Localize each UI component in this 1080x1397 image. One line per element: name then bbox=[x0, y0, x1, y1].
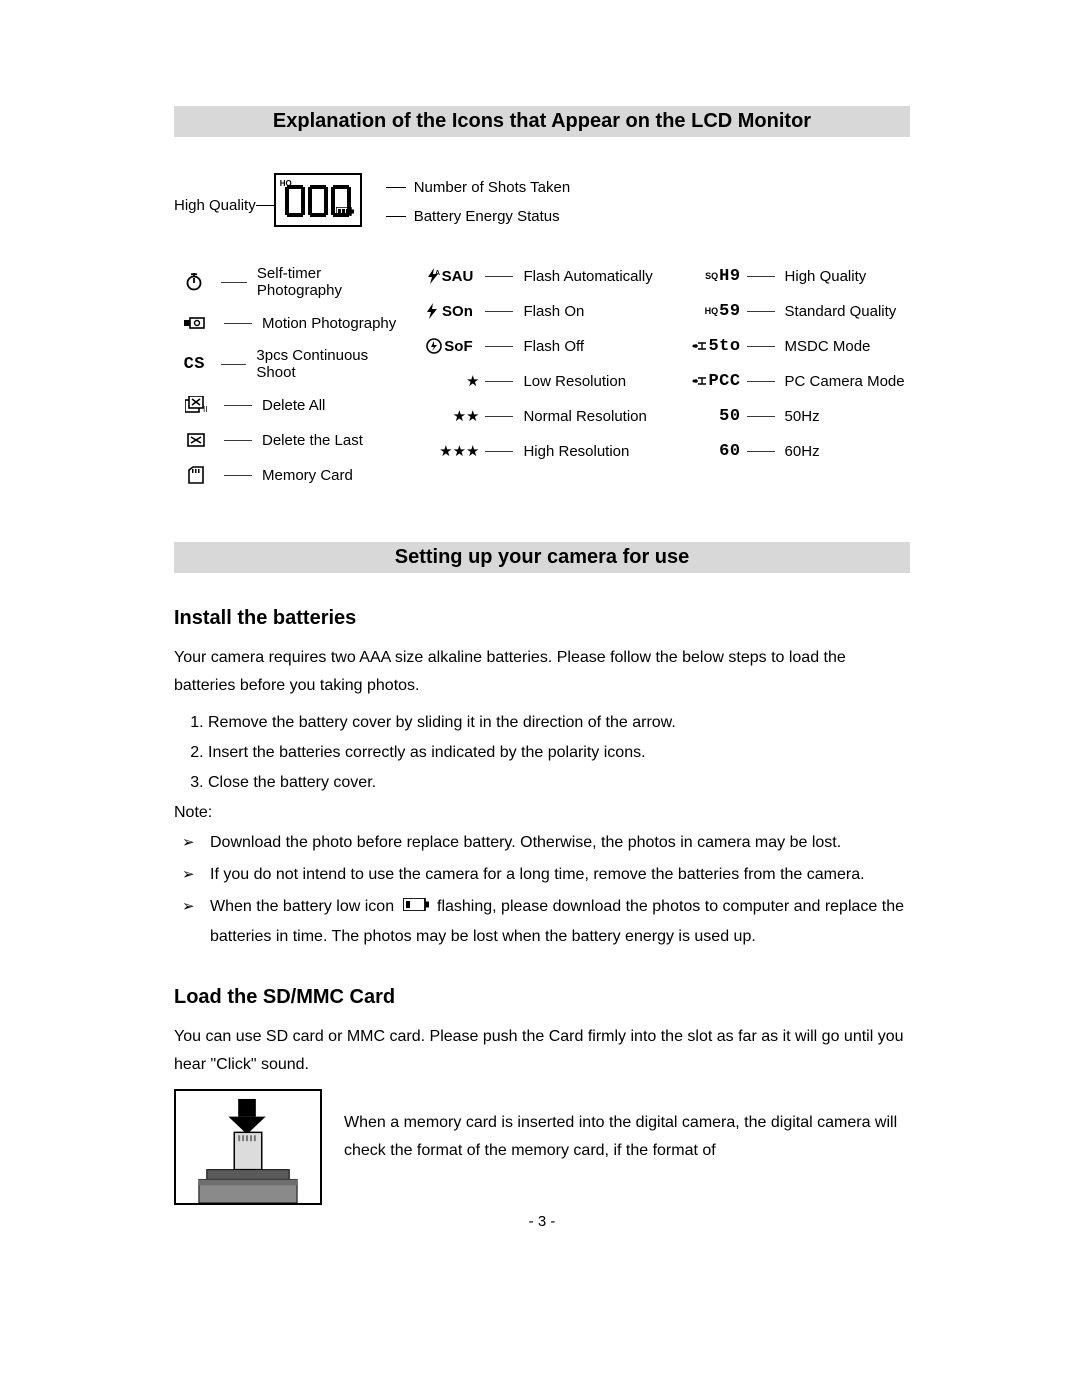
legend-row: II Delete All bbox=[174, 394, 399, 416]
icon-column: Self-timer Photography Motion Photograph… bbox=[174, 265, 399, 486]
legend-label: Normal Resolution bbox=[523, 408, 646, 425]
sd-row: When a memory card is inserted into the … bbox=[174, 1089, 910, 1205]
lcd-hq-tag: HQ bbox=[280, 179, 292, 188]
svg-text:II: II bbox=[203, 405, 207, 414]
lcd-right-label: Number of Shots Taken bbox=[414, 179, 570, 196]
legend-label: Standard Quality bbox=[785, 303, 897, 320]
section-heading-icons: Explanation of the Icons that Appear on … bbox=[174, 106, 910, 137]
lcd-left-label: High Quality bbox=[174, 173, 256, 214]
legend-row: Delete the Last bbox=[174, 429, 399, 451]
subsection-heading-install: Install the batteries bbox=[174, 607, 910, 630]
flash-off-icon: SoF bbox=[419, 338, 479, 355]
list-item: When the battery low icon flashing, plea… bbox=[182, 892, 910, 952]
legend-label: Memory Card bbox=[262, 467, 353, 484]
install-notes-list: Download the photo before replace batter… bbox=[174, 828, 910, 952]
legend-row: PCC PC Camera Mode bbox=[685, 370, 910, 392]
motion-icon bbox=[174, 316, 218, 330]
legend-label: High Resolution bbox=[523, 443, 629, 460]
install-intro-text: Your camera requires two AAA size alkali… bbox=[174, 644, 910, 700]
lcd-right-labels: Number of Shots Taken Battery Energy Sta… bbox=[386, 173, 570, 231]
star-2-icon: ★★ bbox=[419, 407, 479, 425]
install-steps-list: Remove the battery cover by sliding it i… bbox=[174, 708, 910, 798]
legend-label: MSDC Mode bbox=[785, 338, 871, 355]
memory-card-icon bbox=[174, 466, 218, 484]
list-item: Close the battery cover. bbox=[208, 768, 910, 798]
icon-column: A SAU Flash Automatically SOn Flash On S… bbox=[419, 265, 664, 486]
subsection-heading-sd: Load the SD/MMC Card bbox=[174, 986, 910, 1009]
legend-row: HQ59 Standard Quality bbox=[685, 300, 910, 322]
svg-text:A: A bbox=[435, 270, 440, 277]
legend-label: Low Resolution bbox=[523, 373, 626, 390]
legend-label: 50Hz bbox=[785, 408, 820, 425]
legend-row: 50 50Hz bbox=[685, 405, 910, 427]
document-page: Explanation of the Icons that Appear on … bbox=[0, 0, 1080, 1397]
legend-row: SoF Flash Off bbox=[419, 335, 664, 357]
self-timer-icon bbox=[174, 273, 215, 291]
battery-low-icon bbox=[403, 892, 429, 922]
msdc-mode-icon: 5to bbox=[685, 337, 741, 356]
lcd-battery-icon bbox=[336, 203, 354, 221]
lead-line bbox=[256, 205, 274, 206]
legend-label: 60Hz bbox=[785, 443, 820, 460]
50hz-icon: 50 bbox=[685, 407, 741, 426]
standard-quality-icon: HQ59 bbox=[685, 302, 741, 321]
legend-row: 60 60Hz bbox=[685, 440, 910, 462]
legend-row: Memory Card bbox=[174, 464, 399, 486]
note-label: Note: bbox=[174, 804, 910, 822]
seg-digit-icon bbox=[308, 184, 328, 218]
legend-row: ★ Low Resolution bbox=[419, 370, 664, 392]
legend-row: CS 3pcs Continuous Shoot bbox=[174, 347, 399, 381]
legend-row: SQH9 High Quality bbox=[685, 265, 910, 287]
delete-all-icon: II bbox=[174, 396, 218, 414]
legend-label: 3pcs Continuous Shoot bbox=[256, 347, 399, 381]
star-1-icon: ★ bbox=[419, 372, 479, 390]
list-item: Download the photo before replace batter… bbox=[182, 828, 910, 858]
legend-row: Motion Photography bbox=[174, 312, 399, 334]
pc-camera-mode-icon: PCC bbox=[685, 372, 741, 391]
high-quality-icon: SQH9 bbox=[685, 267, 741, 286]
legend-label: High Quality bbox=[785, 268, 867, 285]
list-item: Insert the batteries correctly as indica… bbox=[208, 738, 910, 768]
legend-label: Flash Automatically bbox=[523, 268, 652, 285]
sd-insert-illustration bbox=[174, 1089, 322, 1205]
section-heading-setup: Setting up your camera for use bbox=[174, 542, 910, 573]
legend-label: Flash Off bbox=[523, 338, 584, 355]
continuous-shoot-icon: CS bbox=[174, 355, 215, 374]
icon-column: SQH9 High Quality HQ59 Standard Quality … bbox=[685, 265, 910, 486]
legend-row: A SAU Flash Automatically bbox=[419, 265, 664, 287]
list-item: Remove the battery cover by sliding it i… bbox=[208, 708, 910, 738]
flash-on-icon: SOn bbox=[419, 303, 479, 320]
60hz-icon: 60 bbox=[685, 442, 741, 461]
note-text-pre: When the battery low icon bbox=[210, 898, 399, 915]
star-3-icon: ★★★ bbox=[419, 442, 479, 460]
list-item: If you do not intend to use the camera f… bbox=[182, 860, 910, 890]
legend-label: Delete the Last bbox=[262, 432, 363, 449]
flash-auto-icon: A SAU bbox=[419, 268, 479, 285]
legend-label: PC Camera Mode bbox=[785, 373, 905, 390]
legend-label: Self-timer Photography bbox=[257, 265, 400, 299]
icon-legend-grid: Self-timer Photography Motion Photograph… bbox=[174, 265, 910, 486]
seg-digit-icon bbox=[285, 184, 305, 218]
legend-label: Flash On bbox=[523, 303, 584, 320]
lcd-right-label: Battery Energy Status bbox=[414, 208, 560, 225]
legend-label: Delete All bbox=[262, 397, 325, 414]
legend-row: Self-timer Photography bbox=[174, 265, 399, 299]
legend-row: ★★★ High Resolution bbox=[419, 440, 664, 462]
legend-row: SOn Flash On bbox=[419, 300, 664, 322]
sd-caption-text: When a memory card is inserted into the … bbox=[344, 1109, 910, 1165]
sd-intro-text: You can use SD card or MMC card. Please … bbox=[174, 1023, 910, 1079]
page-number: - 3 - bbox=[174, 1213, 910, 1230]
delete-last-icon bbox=[174, 433, 218, 447]
lcd-box: HQ bbox=[274, 173, 362, 227]
legend-label: Motion Photography bbox=[262, 315, 396, 332]
lcd-diagram: High Quality HQ Number of Shots Taken Ba… bbox=[174, 173, 910, 231]
legend-row: ★★ Normal Resolution bbox=[419, 405, 664, 427]
legend-row: 5to MSDC Mode bbox=[685, 335, 910, 357]
